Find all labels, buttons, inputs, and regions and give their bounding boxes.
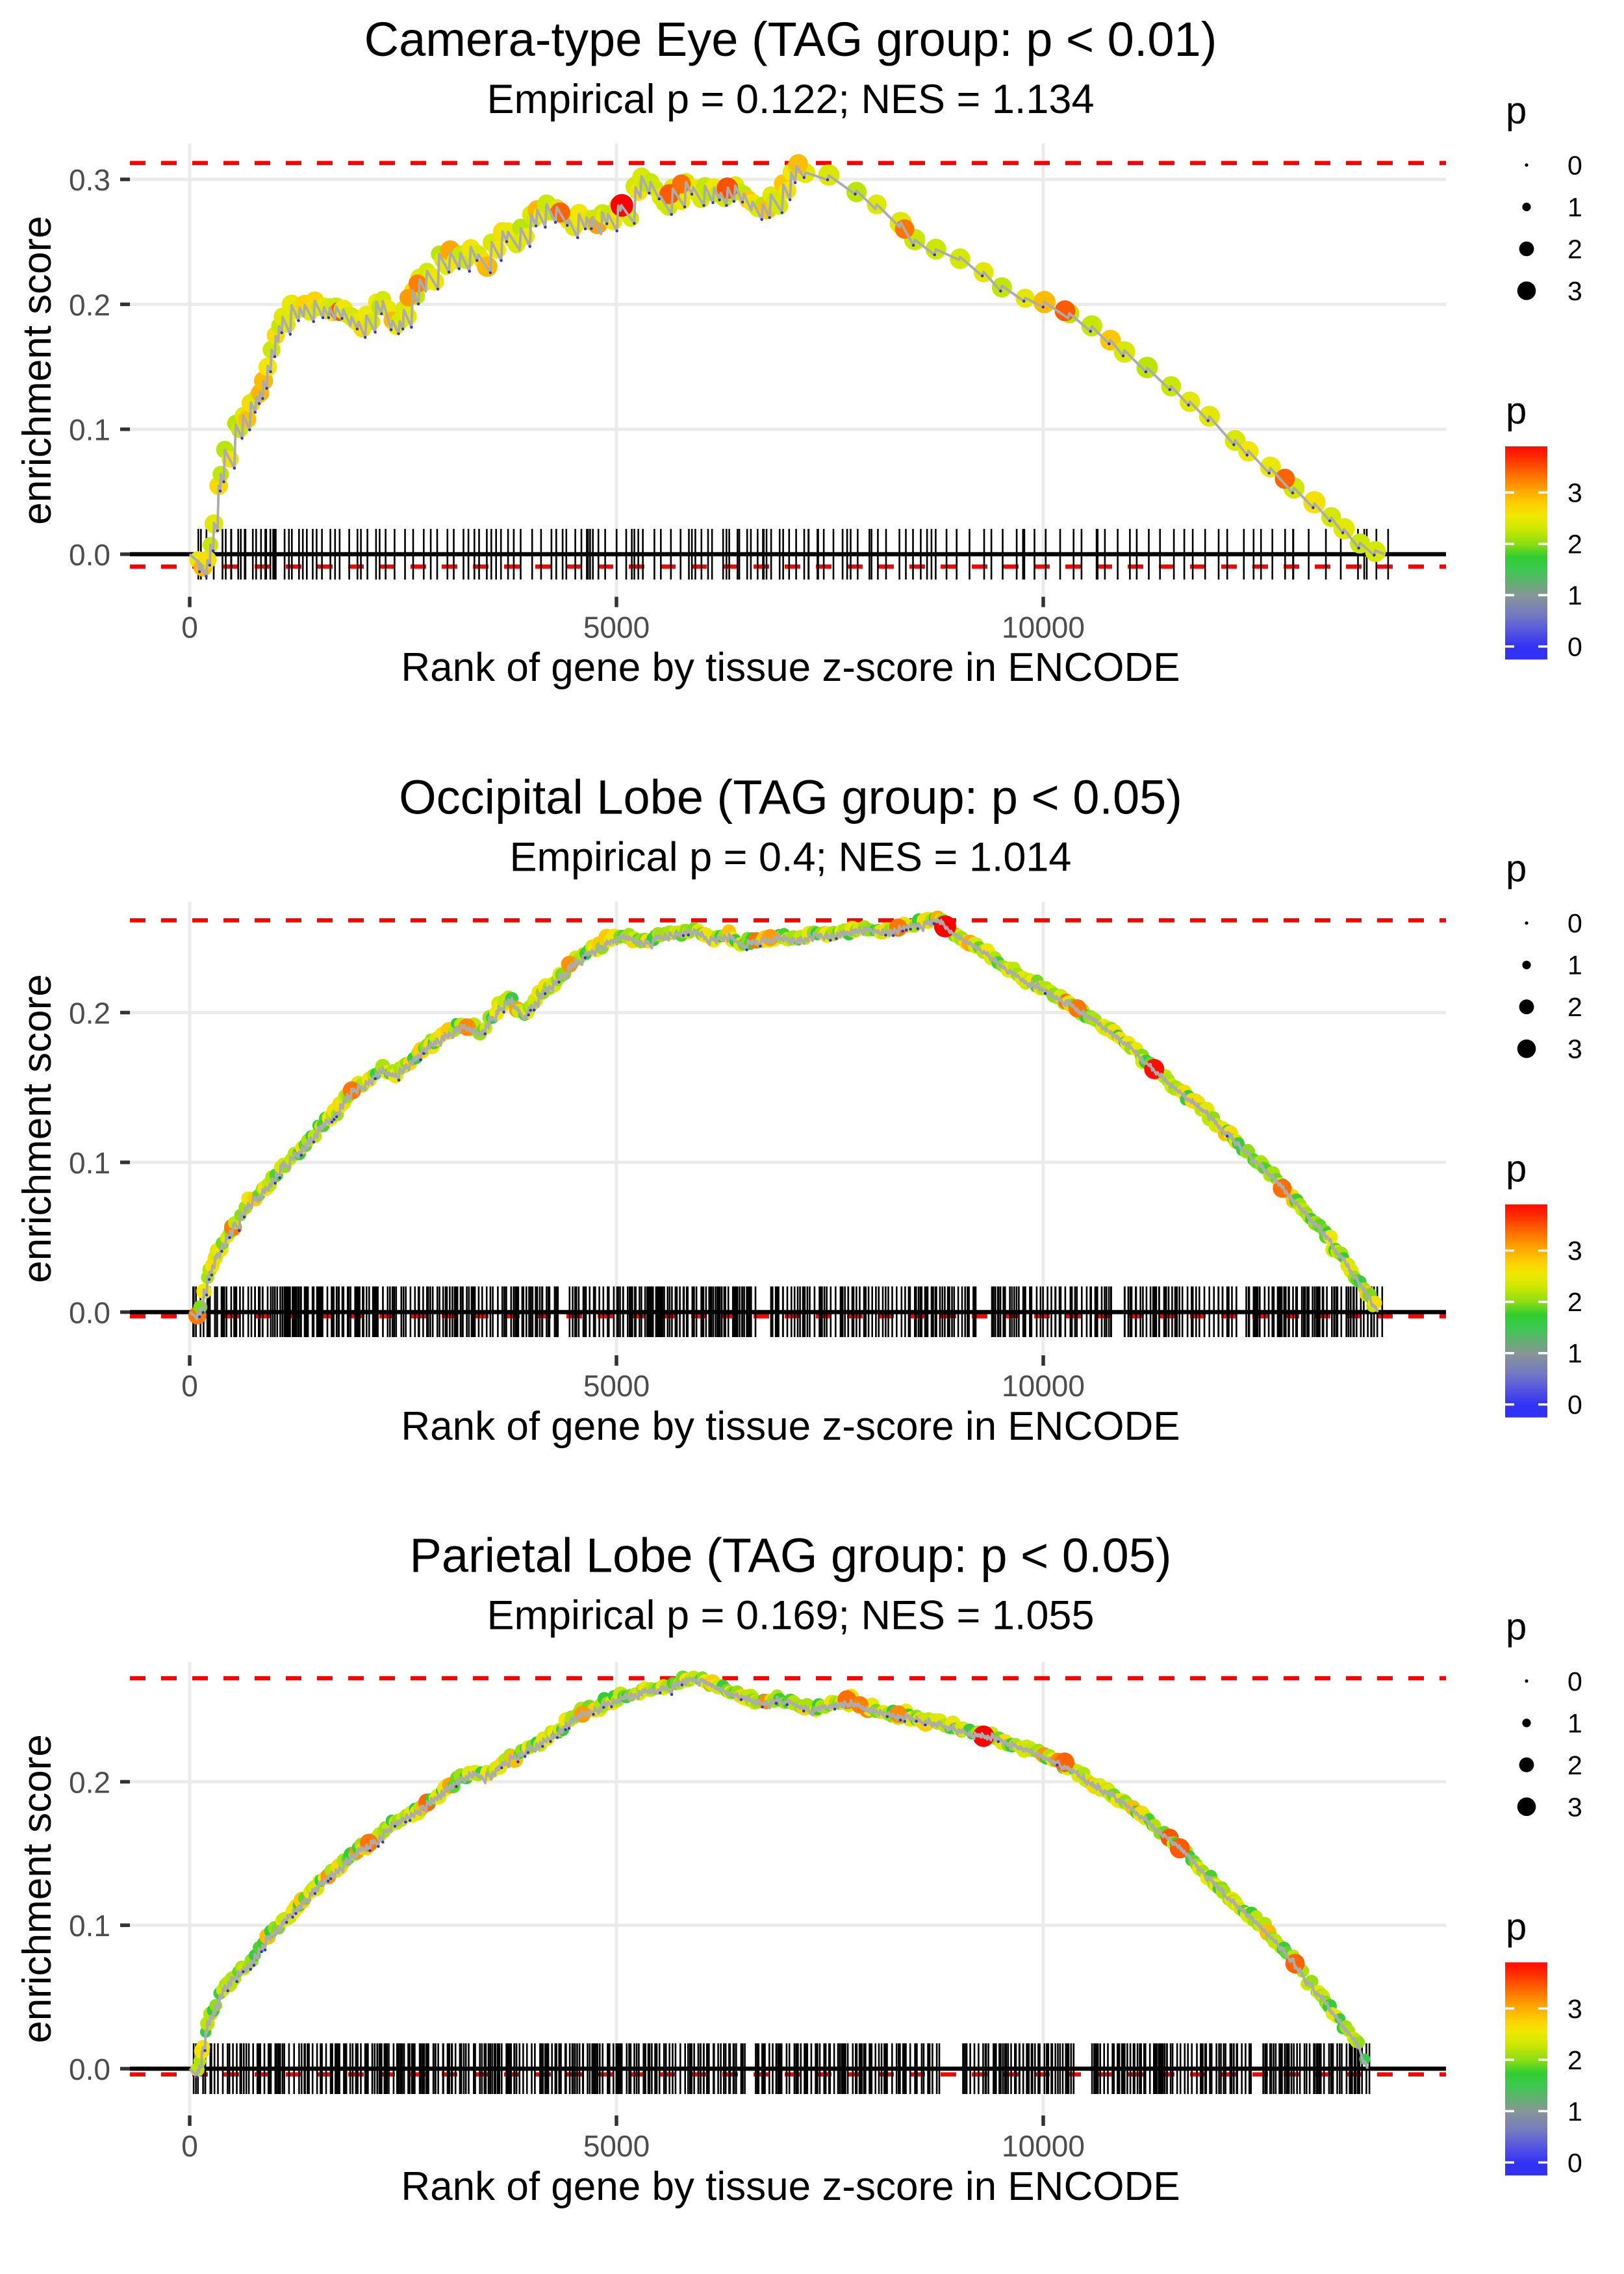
svg-text:0.0: 0.0 xyxy=(69,2052,110,2086)
svg-text:2: 2 xyxy=(1567,1750,1582,1780)
svg-text:3: 3 xyxy=(1567,276,1582,306)
svg-text:3: 3 xyxy=(1567,1994,1582,2024)
svg-text:Empirical p = 0.122; NES = 1.1: Empirical p = 0.122; NES = 1.134 xyxy=(487,77,1094,122)
svg-text:0.2: 0.2 xyxy=(69,997,110,1030)
svg-text:0.3: 0.3 xyxy=(69,163,110,197)
svg-text:p: p xyxy=(1506,848,1527,890)
svg-text:2: 2 xyxy=(1567,530,1582,559)
svg-text:0.2: 0.2 xyxy=(69,288,110,322)
svg-text:3: 3 xyxy=(1567,478,1582,508)
svg-text:3: 3 xyxy=(1567,1236,1582,1266)
svg-text:Camera-type Eye (TAG group: p: Camera-type Eye (TAG group: p < 0.01) xyxy=(364,12,1217,66)
svg-text:2: 2 xyxy=(1567,1287,1582,1317)
svg-text:0: 0 xyxy=(1567,151,1582,181)
svg-text:p: p xyxy=(1506,1906,1527,1948)
svg-text:0: 0 xyxy=(181,1369,198,1403)
svg-text:0: 0 xyxy=(1567,908,1582,938)
svg-text:0.2: 0.2 xyxy=(69,1765,110,1799)
svg-text:5000: 5000 xyxy=(583,611,650,645)
svg-text:enrichment score: enrichment score xyxy=(15,216,60,525)
svg-text:0.1: 0.1 xyxy=(69,1909,110,1943)
svg-text:1: 1 xyxy=(1567,581,1582,611)
svg-text:Empirical p = 0.4; NES = 1.014: Empirical p = 0.4; NES = 1.014 xyxy=(510,835,1072,880)
svg-text:1: 1 xyxy=(1567,1338,1582,1368)
svg-text:Empirical p = 0.169; NES = 1.0: Empirical p = 0.169; NES = 1.055 xyxy=(487,1592,1094,1638)
svg-text:0.0: 0.0 xyxy=(69,1296,110,1330)
svg-text:5000: 5000 xyxy=(583,1369,650,1403)
svg-text:3: 3 xyxy=(1567,1034,1582,1064)
svg-text:10000: 10000 xyxy=(1002,1369,1085,1403)
svg-text:Rank of gene by tissue z-score: Rank of gene by tissue z-score in ENCODE xyxy=(401,1404,1180,1449)
svg-text:0: 0 xyxy=(1567,1390,1582,1420)
svg-text:2: 2 xyxy=(1567,235,1582,264)
svg-text:10000: 10000 xyxy=(1002,611,1085,645)
svg-text:Rank of gene by tissue z-score: Rank of gene by tissue z-score in ENCODE xyxy=(401,2164,1180,2209)
svg-text:0.1: 0.1 xyxy=(69,413,110,447)
svg-text:5000: 5000 xyxy=(583,2129,650,2163)
svg-text:0: 0 xyxy=(181,2129,198,2163)
svg-text:p: p xyxy=(1506,390,1527,432)
svg-text:0: 0 xyxy=(1567,632,1582,662)
svg-text:0: 0 xyxy=(1567,2148,1582,2178)
svg-text:p: p xyxy=(1506,90,1527,132)
svg-text:Occipital Lobe (TAG group: p <: Occipital Lobe (TAG group: p < 0.05) xyxy=(399,771,1182,824)
svg-text:Parietal Lobe (TAG group: p <: Parietal Lobe (TAG group: p < 0.05) xyxy=(409,1528,1171,1582)
svg-text:1: 1 xyxy=(1567,192,1582,222)
svg-text:p: p xyxy=(1506,1148,1527,1190)
svg-text:enrichment score: enrichment score xyxy=(15,974,60,1283)
svg-text:1: 1 xyxy=(1567,1708,1582,1738)
svg-text:0.0: 0.0 xyxy=(69,538,110,572)
svg-text:10000: 10000 xyxy=(1002,2129,1085,2163)
svg-text:0: 0 xyxy=(1567,1667,1582,1696)
svg-text:enrichment score: enrichment score xyxy=(15,1734,60,2043)
svg-text:2: 2 xyxy=(1567,2045,1582,2075)
svg-text:1: 1 xyxy=(1567,2097,1582,2127)
svg-text:0.1: 0.1 xyxy=(69,1146,110,1180)
svg-text:2: 2 xyxy=(1567,992,1582,1022)
svg-text:3: 3 xyxy=(1567,1792,1582,1822)
svg-text:p: p xyxy=(1506,1605,1527,1648)
svg-text:Rank of gene by tissue z-score: Rank of gene by tissue z-score in ENCODE xyxy=(401,645,1180,690)
svg-text:0: 0 xyxy=(181,611,198,645)
svg-text:1: 1 xyxy=(1567,951,1582,980)
